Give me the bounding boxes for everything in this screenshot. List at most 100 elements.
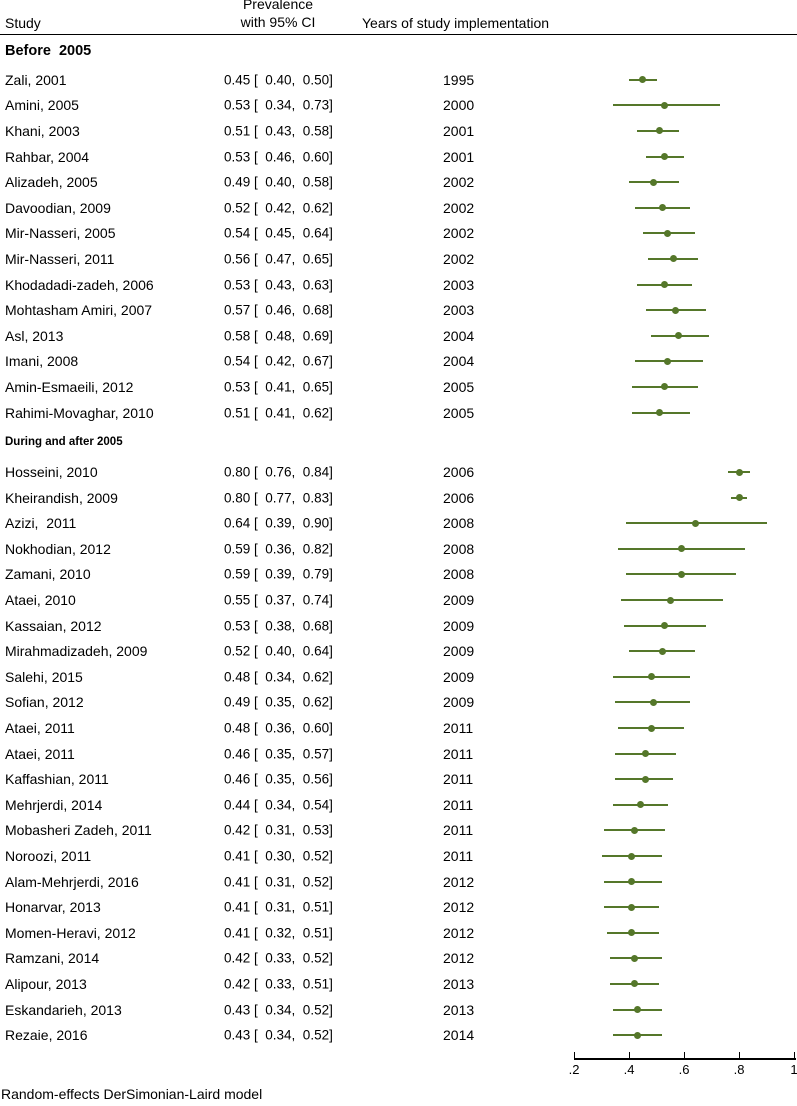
forest-row: Imani, 2008 0.54 [ 0.42, 0.67] 2004: [0, 349, 797, 375]
forest-row: Alam-Mehrjerdi, 2016 0.41 [ 0.31, 0.52] 20…: [0, 869, 797, 895]
study-label: Amin-Esmaeili, 2012: [5, 378, 134, 395]
year-value: 2006: [443, 489, 475, 506]
estimate-dot: [735, 468, 743, 476]
estimate-dot: [672, 306, 680, 314]
ci-value: 0.53 [ 0.46, 0.60]: [224, 149, 333, 165]
estimate-dot: [633, 1031, 641, 1039]
study-label: Mobasheri Zadeh, 2011: [5, 822, 152, 839]
year-value: 2013: [443, 975, 475, 992]
estimate-dot: [631, 954, 638, 962]
study-label: Alizadeh, 2005: [5, 174, 98, 191]
column-header: Study Prevalence with 95% CI Years of stu…: [0, 0, 797, 35]
forest-row: Davoodian, 2009 0.52 [ 0.42, 0.62] 2002: [0, 195, 797, 221]
ci-value: 0.48 [ 0.36, 0.60]: [224, 720, 333, 736]
ci-value: 0.53 [ 0.41, 0.65]: [224, 379, 333, 395]
year-value: 2013: [443, 1001, 475, 1018]
forest-rows: Before 2005 Zali, 2001 0.45 [ 0.40, 0.50] 1…: [0, 35, 797, 1048]
year-value: 2011: [443, 848, 474, 865]
ci-value: 0.52 [ 0.42, 0.62]: [224, 200, 333, 216]
year-value: 2009: [443, 617, 475, 634]
forest-row: Mehrjerdi, 2014 0.44 [ 0.34, 0.54] 2011: [0, 792, 797, 818]
estimate-dot: [661, 281, 669, 289]
estimate-dot: [628, 903, 636, 911]
year-value: 2004: [443, 327, 475, 344]
estimate-dot: [664, 229, 671, 237]
forest-row: Momen-Heravi, 2012 0.41 [ 0.32, 0.51] 2012: [0, 920, 797, 946]
ci-value: 0.53 [ 0.34, 0.73]: [224, 97, 333, 113]
ci-value: 0.56 [ 0.47, 0.65]: [224, 251, 333, 267]
forest-row: Khodadadi-zadeh, 2006 0.53 [ 0.43, 0.63] 2…: [0, 272, 797, 298]
study-label: Azizi, 2011: [5, 515, 77, 532]
estimate-dot: [655, 409, 663, 417]
study-label: Hosseini, 2010: [5, 464, 98, 481]
study-label: Mir-Nasseri, 2005: [5, 225, 116, 242]
study-label: Mirahmadizadeh, 2009: [5, 643, 148, 660]
study-label: Ataei, 2011: [5, 745, 75, 762]
estimate-dot: [675, 332, 682, 340]
year-value: 2005: [443, 378, 475, 395]
axis-tick-label: .8: [733, 1062, 745, 1077]
axis-tick: [683, 1052, 685, 1058]
ci-value: 0.59 [ 0.39, 0.79]: [224, 566, 333, 582]
estimate-dot: [650, 178, 658, 186]
group-heading: Before 2005: [0, 35, 797, 67]
year-value: 2008: [443, 566, 475, 583]
ci-value: 0.41 [ 0.31, 0.51]: [224, 899, 333, 915]
estimate-dot: [633, 1006, 641, 1014]
ci-value: 0.55 [ 0.37, 0.74]: [224, 592, 333, 608]
study-label: Kassaian, 2012: [5, 617, 102, 634]
estimate-dot: [628, 878, 636, 886]
year-value: 2005: [443, 404, 475, 421]
year-value: 2002: [443, 199, 475, 216]
estimate-dot: [658, 647, 666, 655]
ci-value: 0.58 [ 0.48, 0.69]: [224, 328, 333, 344]
forest-row: Rahbar, 2004 0.53 [ 0.46, 0.60] 2001: [0, 144, 797, 170]
study-label: Davoodian, 2009: [5, 199, 111, 216]
estimate-dot: [655, 127, 663, 135]
forest-row: Kassaian, 2012 0.53 [ 0.38, 0.68] 2009: [0, 613, 797, 639]
forest-row: Rezaie, 2016 0.43 [ 0.34, 0.52] 2014: [0, 1022, 797, 1048]
year-value: 2014: [443, 1027, 475, 1044]
column-header-prevalence: Prevalence with 95% CI: [200, 0, 356, 31]
x-axis: .2 .4 .6 .8 1: [0, 1052, 797, 1092]
estimate-dot: [650, 698, 658, 706]
group-heading: During and after 2005: [0, 425, 797, 459]
ci-value: 0.53 [ 0.43, 0.63]: [224, 277, 333, 293]
year-value: 2011: [443, 771, 474, 788]
year-value: 2006: [443, 464, 475, 481]
forest-row: Zamani, 2010 0.59 [ 0.39, 0.79] 2008: [0, 562, 797, 588]
prevalence-line2: with 95% CI: [240, 14, 316, 30]
study-label: Honarvar, 2013: [5, 899, 101, 916]
axis-tick-label: 1: [790, 1062, 797, 1077]
year-value: 2009: [443, 694, 475, 711]
estimate-dot: [661, 101, 669, 109]
estimate-dot: [661, 153, 669, 161]
forest-row: Kheirandish, 2009 0.80 [ 0.77, 0.83] 2006: [0, 485, 797, 511]
x-axis-line: [574, 1058, 796, 1060]
ci-value: 0.44 [ 0.34, 0.54]: [224, 797, 333, 813]
ci-value: 0.43 [ 0.34, 0.52]: [224, 1027, 333, 1043]
year-value: 2012: [443, 873, 475, 890]
study-label: Khani, 2003: [5, 122, 80, 139]
axis-tick-label: .4: [623, 1062, 635, 1077]
ci-value: 0.51 [ 0.43, 0.58]: [224, 123, 333, 139]
year-value: 2011: [443, 720, 474, 737]
study-label: Ataei, 2010: [5, 592, 76, 609]
study-label: Mehrjerdi, 2014: [5, 796, 103, 813]
study-label: Eskandarieh, 2013: [5, 1001, 122, 1018]
forest-row: Mir-Nasseri, 2011 0.56 [ 0.47, 0.65] 2002: [0, 246, 797, 272]
year-value: 2011: [443, 745, 474, 762]
axis-tick-label: .6: [678, 1062, 690, 1077]
forest-row: Ataei, 2011 0.46 [ 0.35, 0.57] 2011: [0, 741, 797, 767]
year-value: 2000: [443, 97, 475, 114]
forest-row: Mir-Nasseri, 2005 0.54 [ 0.45, 0.64] 2002: [0, 221, 797, 247]
study-label: Salehi, 2015: [5, 668, 83, 685]
study-label: Rezaie, 2016: [5, 1027, 88, 1044]
year-value: 2009: [443, 592, 475, 609]
column-header-study: Study: [5, 15, 41, 31]
forest-row: Noroozi, 2011 0.41 [ 0.30, 0.52] 2011: [0, 843, 797, 869]
ci-value: 0.80 [ 0.77, 0.83]: [224, 490, 333, 506]
year-value: 2012: [443, 950, 475, 967]
estimate-dot: [677, 545, 685, 553]
year-value: 2012: [443, 899, 475, 916]
